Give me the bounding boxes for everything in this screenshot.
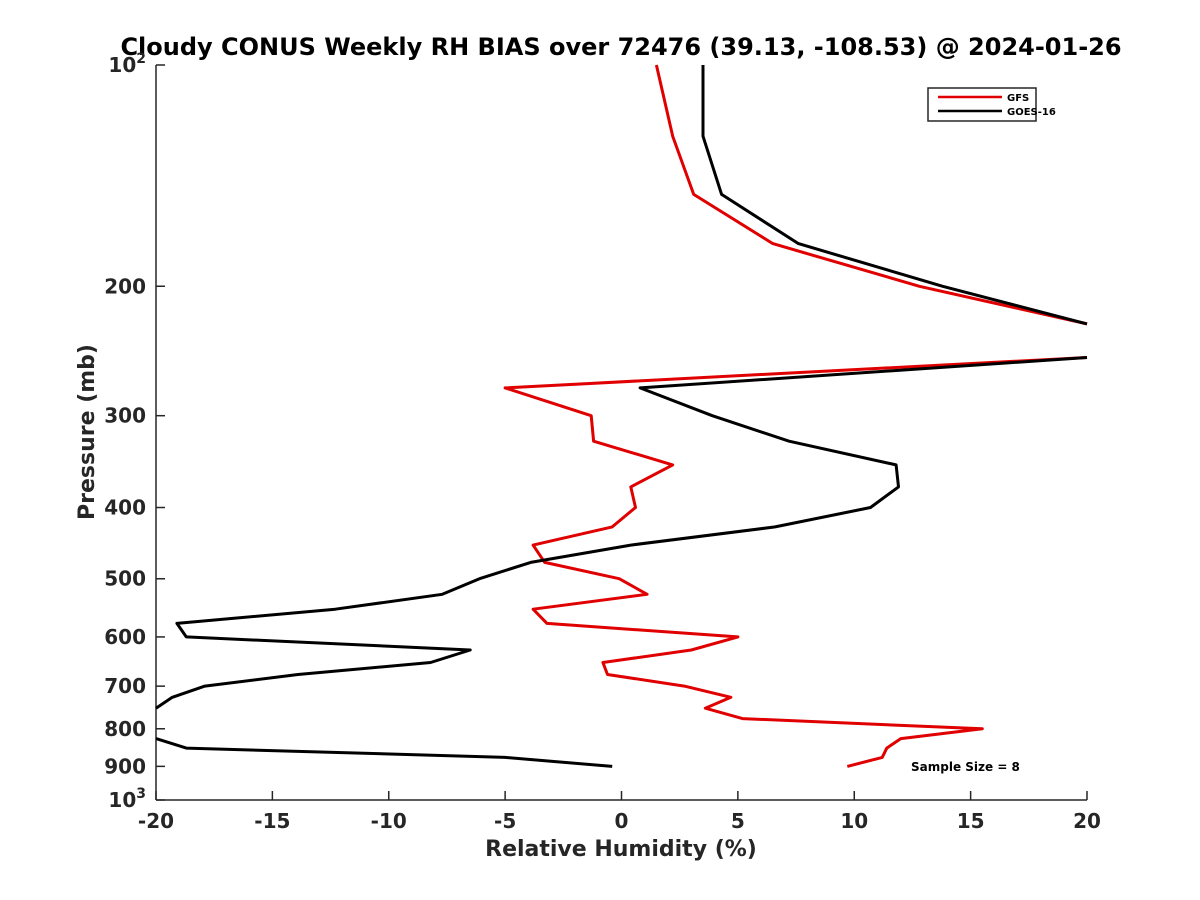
- series-line-gfs: [654, 64, 1088, 326]
- y-tick-label: 600: [104, 625, 146, 649]
- plot-frame: [156, 65, 1087, 800]
- x-axis-ticks: -20 -15 -10 -5 0 5 10 15 20: [138, 791, 1101, 833]
- y-tick-label: 200: [104, 274, 146, 298]
- y-tick-label: 102: [108, 51, 146, 77]
- y-tick-label: 500: [104, 567, 146, 591]
- series-line-goes16: [701, 65, 1088, 326]
- y-tick-label: 103: [108, 786, 146, 812]
- y-tick-label: 900: [104, 754, 146, 778]
- y-axis-ticks: 102 200 300 400 500 600 700 800 900 103: [104, 51, 165, 812]
- x-tick-label: 20: [1073, 809, 1101, 833]
- y-axis-label: Pressure (mb): [75, 344, 100, 520]
- y-tick-label: 400: [104, 496, 146, 520]
- series-line-goes16: [155, 356, 1088, 710]
- x-tick-label: -20: [138, 809, 174, 833]
- y-tick-label: 800: [104, 717, 146, 741]
- series-layer: [155, 64, 1088, 768]
- series-line-goes16: [155, 737, 613, 768]
- x-tick-label: -10: [371, 809, 407, 833]
- legend-box: [927, 87, 1037, 122]
- legend-label-goes16: GOES-16: [1007, 107, 1056, 118]
- y-tick-label: 700: [104, 674, 146, 698]
- y-tick-label: 300: [104, 404, 146, 428]
- series-line-gfs: [503, 356, 1088, 768]
- x-tick-label: 10: [840, 809, 868, 833]
- legend-label-gfs: GFS: [1007, 93, 1029, 104]
- x-tick-label: -15: [254, 809, 290, 833]
- legend: GFS GOES-16: [927, 87, 1056, 122]
- x-tick-label: -5: [494, 809, 516, 833]
- sample-size-annotation: Sample Size = 8: [911, 760, 1020, 774]
- x-axis-label: Relative Humidity (%): [485, 837, 757, 862]
- x-tick-label: 15: [957, 809, 985, 833]
- x-tick-label: 5: [731, 809, 745, 833]
- x-tick-label: 0: [615, 809, 629, 833]
- plot-area: [155, 65, 1087, 801]
- chart-title: Cloudy CONUS Weekly RH BIAS over 72476 (…: [120, 33, 1121, 61]
